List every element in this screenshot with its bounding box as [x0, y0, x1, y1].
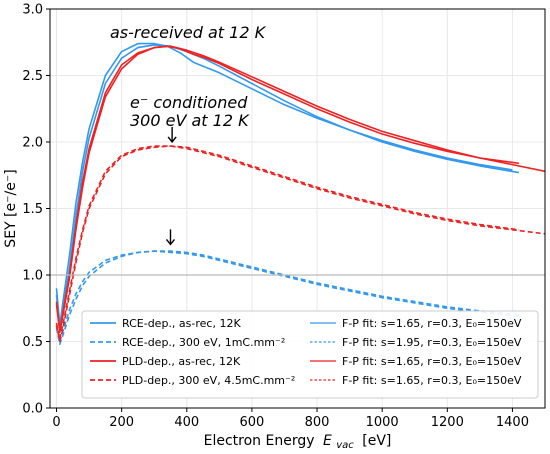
arrow-head-0	[167, 136, 177, 144]
series-line-1	[55, 44, 513, 330]
y-tick-label-3: 1.5	[22, 202, 43, 217]
annotation-conditioned-line1: e⁻ conditioned	[130, 93, 248, 112]
legend-label-7: F-P fit: s=1.65, r=0.3, E₀=150eV	[342, 374, 522, 387]
legend-label-6: F-P fit: s=1.65, r=0.3, E₀=150eV	[342, 355, 522, 368]
y-tick-label-6: 3.0	[22, 3, 43, 18]
legend: RCE-dep., as-rec, 12K RCE-dep., 300 eV, 1…	[81, 310, 539, 399]
x-axis-label-text: Electron Energy	[204, 433, 315, 449]
legend-label-1: RCE-dep., 300 eV, 1mC.mm⁻²	[122, 336, 285, 349]
x-tick-label-7: 1400	[496, 415, 529, 430]
y-tick-label-2: 1.0	[22, 269, 43, 284]
y-tick-label-4: 2.0	[22, 136, 43, 151]
legend-items: RCE-dep., as-rec, 12K RCE-dep., 300 eV, 1…	[90, 317, 522, 387]
x-tick-label-0: 0	[52, 415, 60, 430]
legend-label-2: PLD-dep., as-rec, 12K	[122, 355, 241, 368]
series-line-3	[55, 45, 546, 334]
series-line-7	[55, 145, 546, 340]
legend-label-4: F-P fit: s=1.65, r=0.3, E₀=150eV	[342, 317, 522, 330]
series-line-0	[55, 42, 520, 327]
legend-label-3: PLD-dep., 300 eV, 4.5mC.mm⁻²	[122, 374, 295, 387]
legend-box	[81, 310, 539, 399]
arrow-layer	[165, 126, 177, 246]
annotation-conditioned-line2: 300 eV at 12 K	[130, 111, 250, 130]
x-axis-label: Electron Energy E vac [eV]	[204, 433, 392, 452]
x-axis-label-unit: [eV]	[362, 433, 391, 449]
y-tick-label-0: 0.0	[22, 402, 43, 417]
x-tick-label-2: 400	[174, 415, 199, 430]
x-tick-label-4: 800	[305, 415, 330, 430]
series-line-2	[55, 45, 520, 332]
legend-label-0: RCE-dep., as-rec, 12K	[122, 317, 241, 330]
series-line-4	[55, 250, 519, 346]
x-tick-label-1: 200	[109, 415, 134, 430]
x-tick-label-6: 1200	[431, 415, 464, 430]
x-axis-label-var: E	[323, 433, 332, 449]
x-axis-label-sub: vac	[336, 440, 354, 451]
y-tick-label-1: 0.5	[22, 335, 43, 350]
arrow-head-1	[165, 238, 176, 246]
tick-layer: 0 200 400 600 800 1000 1200 1400 0.0 0.5 1.0 1.5 2.0…	[22, 3, 529, 431]
x-tick-label-5: 1000	[366, 415, 399, 430]
y-tick-label-5: 2.5	[22, 69, 43, 84]
series-layer	[55, 42, 546, 346]
annotation-as-received: as-received at 12 K	[110, 23, 267, 42]
series-line-5	[55, 250, 519, 343]
legend-label-5: F-P fit: s=1.95, r=0.3, E₀=150eV	[342, 336, 522, 349]
y-axis-label: SEY [e⁻/e⁻]	[3, 169, 19, 247]
x-tick-label-3: 600	[239, 415, 264, 430]
